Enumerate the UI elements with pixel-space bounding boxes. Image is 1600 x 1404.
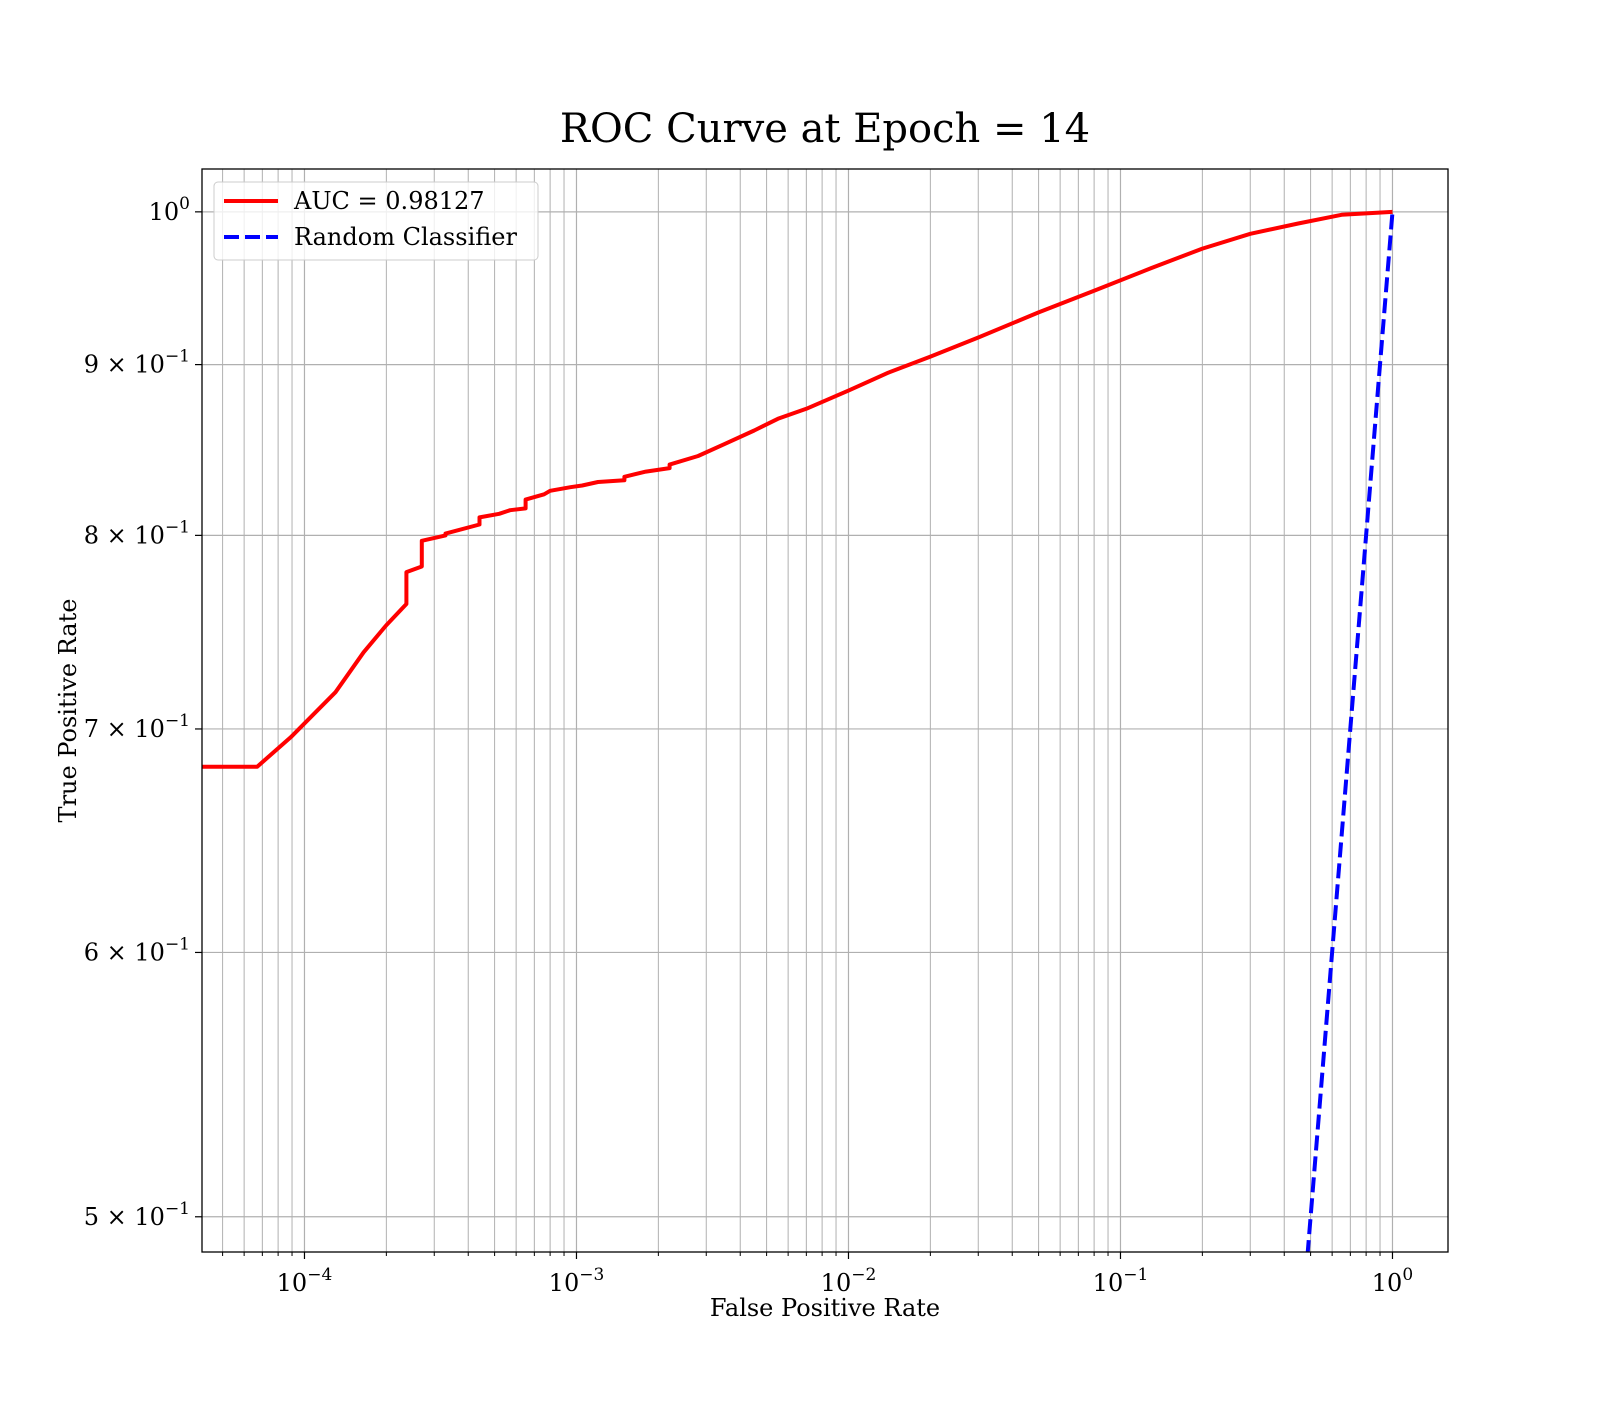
tick-layer: 10−4 10−3 10−2 10−1 100 100 9 × 10−1 8 × 10−1 7 … [84, 194, 1413, 1297]
x-tick-label: 10−3 [549, 1265, 605, 1297]
x-tick-label: 10−1 [1093, 1265, 1149, 1297]
y-tick-label: 9 × 10−1 [84, 347, 190, 379]
y-tick-label: 8 × 10−1 [84, 517, 190, 549]
plot-frame [201, 168, 1449, 1253]
y-axis-label: True Positive Rate [54, 599, 82, 823]
roc-curve-line [202, 209, 1393, 769]
x-tick-label: 100 [1372, 1265, 1413, 1297]
y-tick-label: 100 [149, 194, 190, 226]
series-layer [202, 209, 1395, 1252]
x-tick-label: 10−2 [821, 1265, 877, 1297]
y-tick-label: 6 × 10−1 [84, 934, 190, 966]
chart-title: ROC Curve at Epoch = 14 [560, 106, 1090, 152]
grid-layer [202, 169, 1448, 1252]
legend-box [213, 181, 539, 261]
y-tick-label: 7 × 10−1 [84, 711, 190, 743]
random-classifier-line [1305, 211, 1395, 1252]
legend-label-auc: AUC = 0.98127 [293, 187, 485, 215]
legend-label-random: Random Classifier [294, 223, 517, 251]
legend: AUC = 0.98127 Random Classifier [213, 181, 539, 261]
x-tick-label: 10−4 [277, 1265, 333, 1297]
x-axis-label: False Positive Rate [710, 1294, 940, 1322]
y-tick-label: 5 × 10−1 [84, 1199, 190, 1231]
